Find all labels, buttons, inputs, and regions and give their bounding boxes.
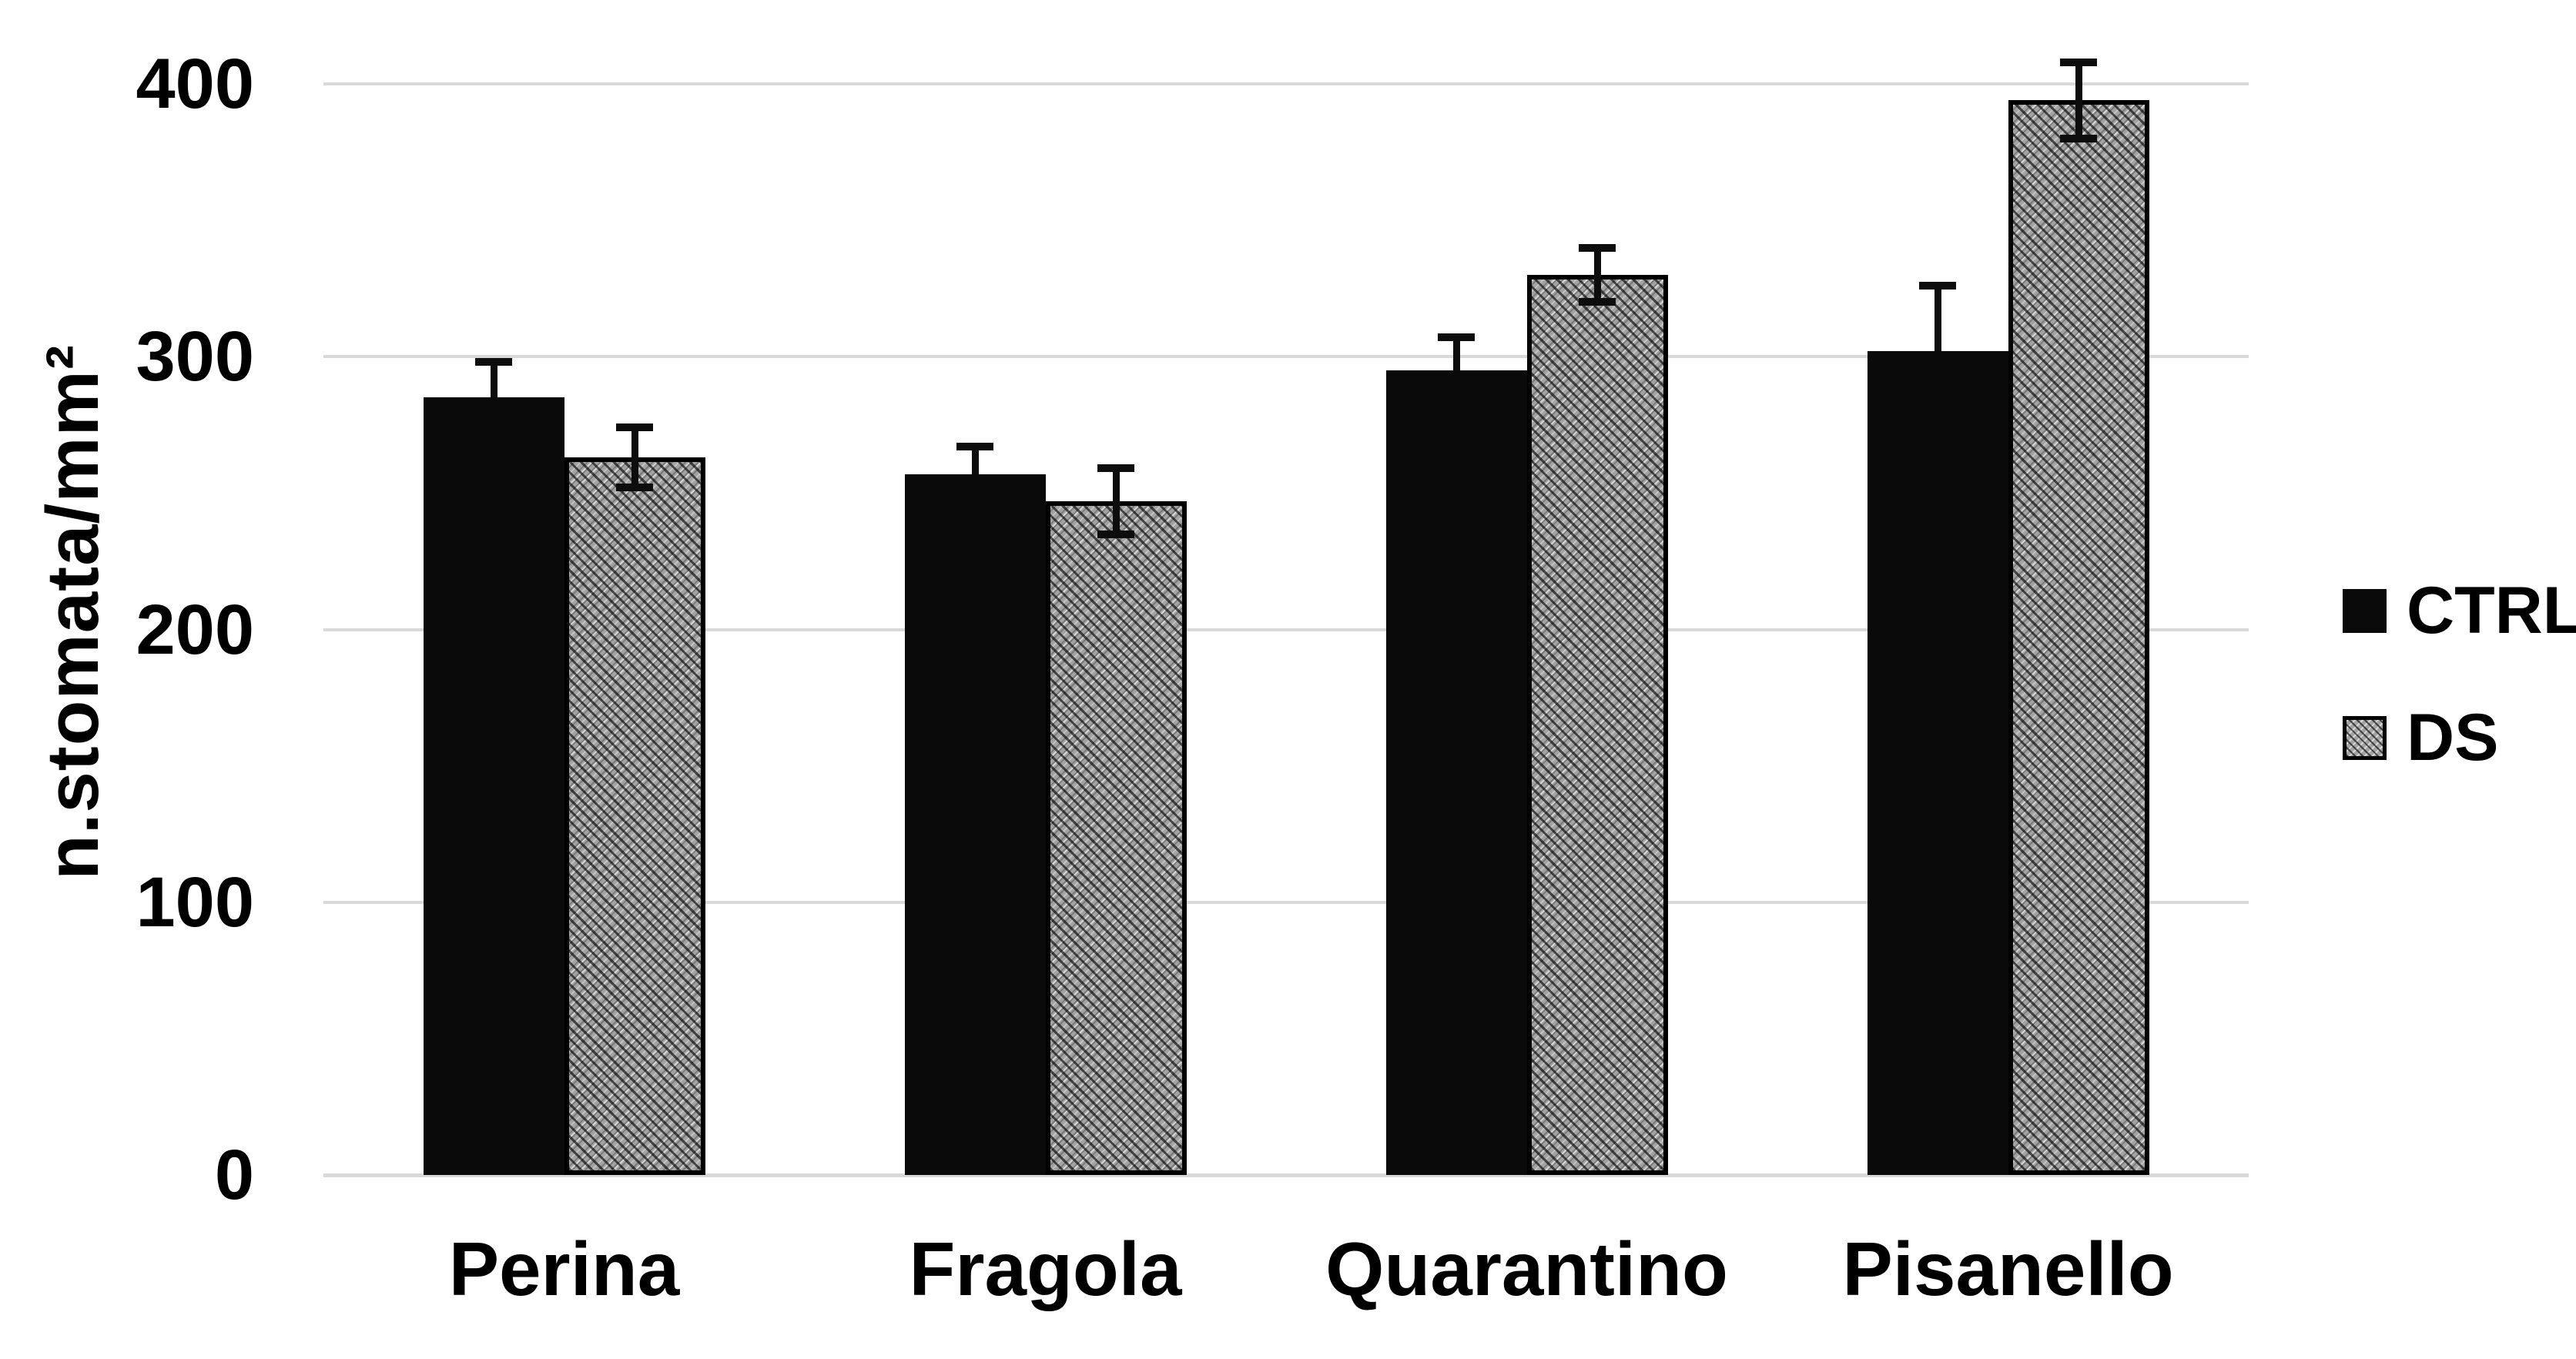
legend-swatch-ctrl-icon <box>2343 588 2387 633</box>
y-tick-label-0: 0 <box>214 1136 254 1214</box>
error-bar-cap-top-ds-pisanello <box>2060 58 2097 66</box>
bar-ctrl-fragola <box>904 474 1046 1175</box>
category-label-perina: Perina <box>448 1227 680 1311</box>
error-bar-cap-top-ds-quarantino <box>1579 243 1616 252</box>
bar-ctrl-perina <box>423 397 564 1175</box>
bar-ds-fragola <box>1045 501 1187 1175</box>
category-label-fragola: Fragola <box>909 1227 1182 1311</box>
error-bar-stem-ctrl-pisanello <box>1934 286 1941 352</box>
y-tick-label-100: 100 <box>136 862 255 942</box>
error-bar-cap-top-ctrl-perina <box>475 358 512 367</box>
bar-ctrl-quarantino <box>1385 370 1527 1175</box>
error-bar-cap-top-ds-perina <box>616 423 653 432</box>
gridline-400 <box>323 82 2249 85</box>
y-tick-label-400: 400 <box>136 45 255 123</box>
bar-ds-perina <box>564 457 705 1175</box>
y-tick-label-200: 200 <box>136 590 255 669</box>
error-bar-stem-ds-pisanello <box>2075 62 2082 139</box>
error-bar-cap-bottom-ds-perina <box>616 484 653 492</box>
error-bar-stem-ds-quarantino <box>1593 247 1601 303</box>
legend-label-ds: DS <box>2407 701 2499 775</box>
error-bar-stem-ds-fragola <box>1112 468 1120 534</box>
error-bar-cap-top-ds-fragola <box>1097 464 1134 473</box>
y-tick-label-300: 300 <box>136 317 255 397</box>
bar-ds-quarantino <box>1526 274 1668 1175</box>
error-bar-cap-top-ctrl-pisanello <box>1919 282 1956 290</box>
error-bar-stem-ds-perina <box>631 427 638 488</box>
bar-ctrl-pisanello <box>1867 351 2008 1175</box>
legend-label-ctrl: CTRL <box>2407 574 2576 648</box>
error-bar-cap-bottom-ds-fragola <box>1097 530 1134 538</box>
gridline-200 <box>323 628 2249 631</box>
error-bar-stem-ctrl-quarantino <box>1452 337 1460 370</box>
error-bar-cap-top-ctrl-fragola <box>956 443 993 451</box>
gridline-300 <box>323 355 2249 359</box>
legend-swatch-ds-icon <box>2343 715 2387 760</box>
error-bar-cap-bottom-ds-pisanello <box>2060 134 2097 142</box>
error-bar-stem-ctrl-fragola <box>971 447 979 474</box>
category-label-quarantino: Quarantino <box>1325 1227 1728 1311</box>
category-label-pisanello: Pisanello <box>1842 1227 2174 1311</box>
error-bar-stem-ctrl-perina <box>490 362 497 398</box>
gridline-0 <box>323 1173 2249 1177</box>
error-bar-cap-bottom-ds-quarantino <box>1579 298 1616 306</box>
gridline-100 <box>323 900 2249 904</box>
bar-ds-pisanello <box>2008 100 2149 1175</box>
error-bar-cap-top-ctrl-quarantino <box>1438 333 1475 342</box>
legend-item-ds: DS <box>2343 705 2498 771</box>
legend-item-ctrl: CTRL <box>2343 577 2576 644</box>
